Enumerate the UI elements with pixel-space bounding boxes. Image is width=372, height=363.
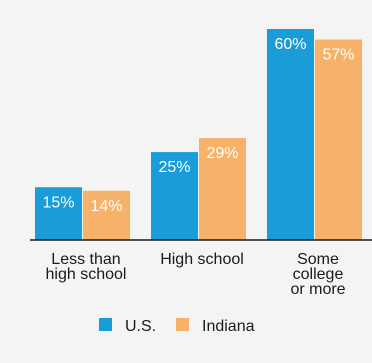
bar-value-label-indiana-0: 14%: [90, 198, 122, 215]
bar-indiana-0: [83, 190, 130, 240]
legend-swatch-indiana: [176, 318, 189, 331]
legend-label-indiana: Indiana: [202, 318, 255, 335]
category-label-2-line-1: college: [293, 266, 344, 283]
bars-group: [35, 29, 362, 240]
bar-indiana-1: [199, 138, 246, 240]
bar-value-label-us-1: 25%: [158, 159, 190, 176]
bar-value-label-us-0: 15%: [42, 194, 74, 211]
bar-us-1: [151, 152, 198, 240]
category-label-1-line-0: High school: [160, 251, 244, 268]
bar-value-label-indiana-1: 29%: [206, 145, 238, 162]
bar-indiana-2: [315, 39, 362, 240]
bar-value-label-indiana-2: 57%: [322, 47, 354, 64]
category-label-0-line-0: Less than: [51, 251, 120, 268]
legend-label-us: U.S.: [125, 318, 156, 335]
bar-us-0: [35, 187, 82, 240]
category-label-2-line-0: Some: [297, 251, 339, 268]
category-label-0-line-1: high school: [46, 266, 127, 283]
legend: U.S. Indiana: [99, 318, 255, 335]
legend-swatch-us: [99, 318, 112, 331]
category-label-2-line-2: or more: [290, 281, 345, 298]
bar-value-label-us-2: 60%: [274, 36, 306, 53]
bar-labels-group: 15% 25% 60% 14% 29% 57%: [42, 36, 354, 215]
bar-us-2: [267, 29, 314, 240]
